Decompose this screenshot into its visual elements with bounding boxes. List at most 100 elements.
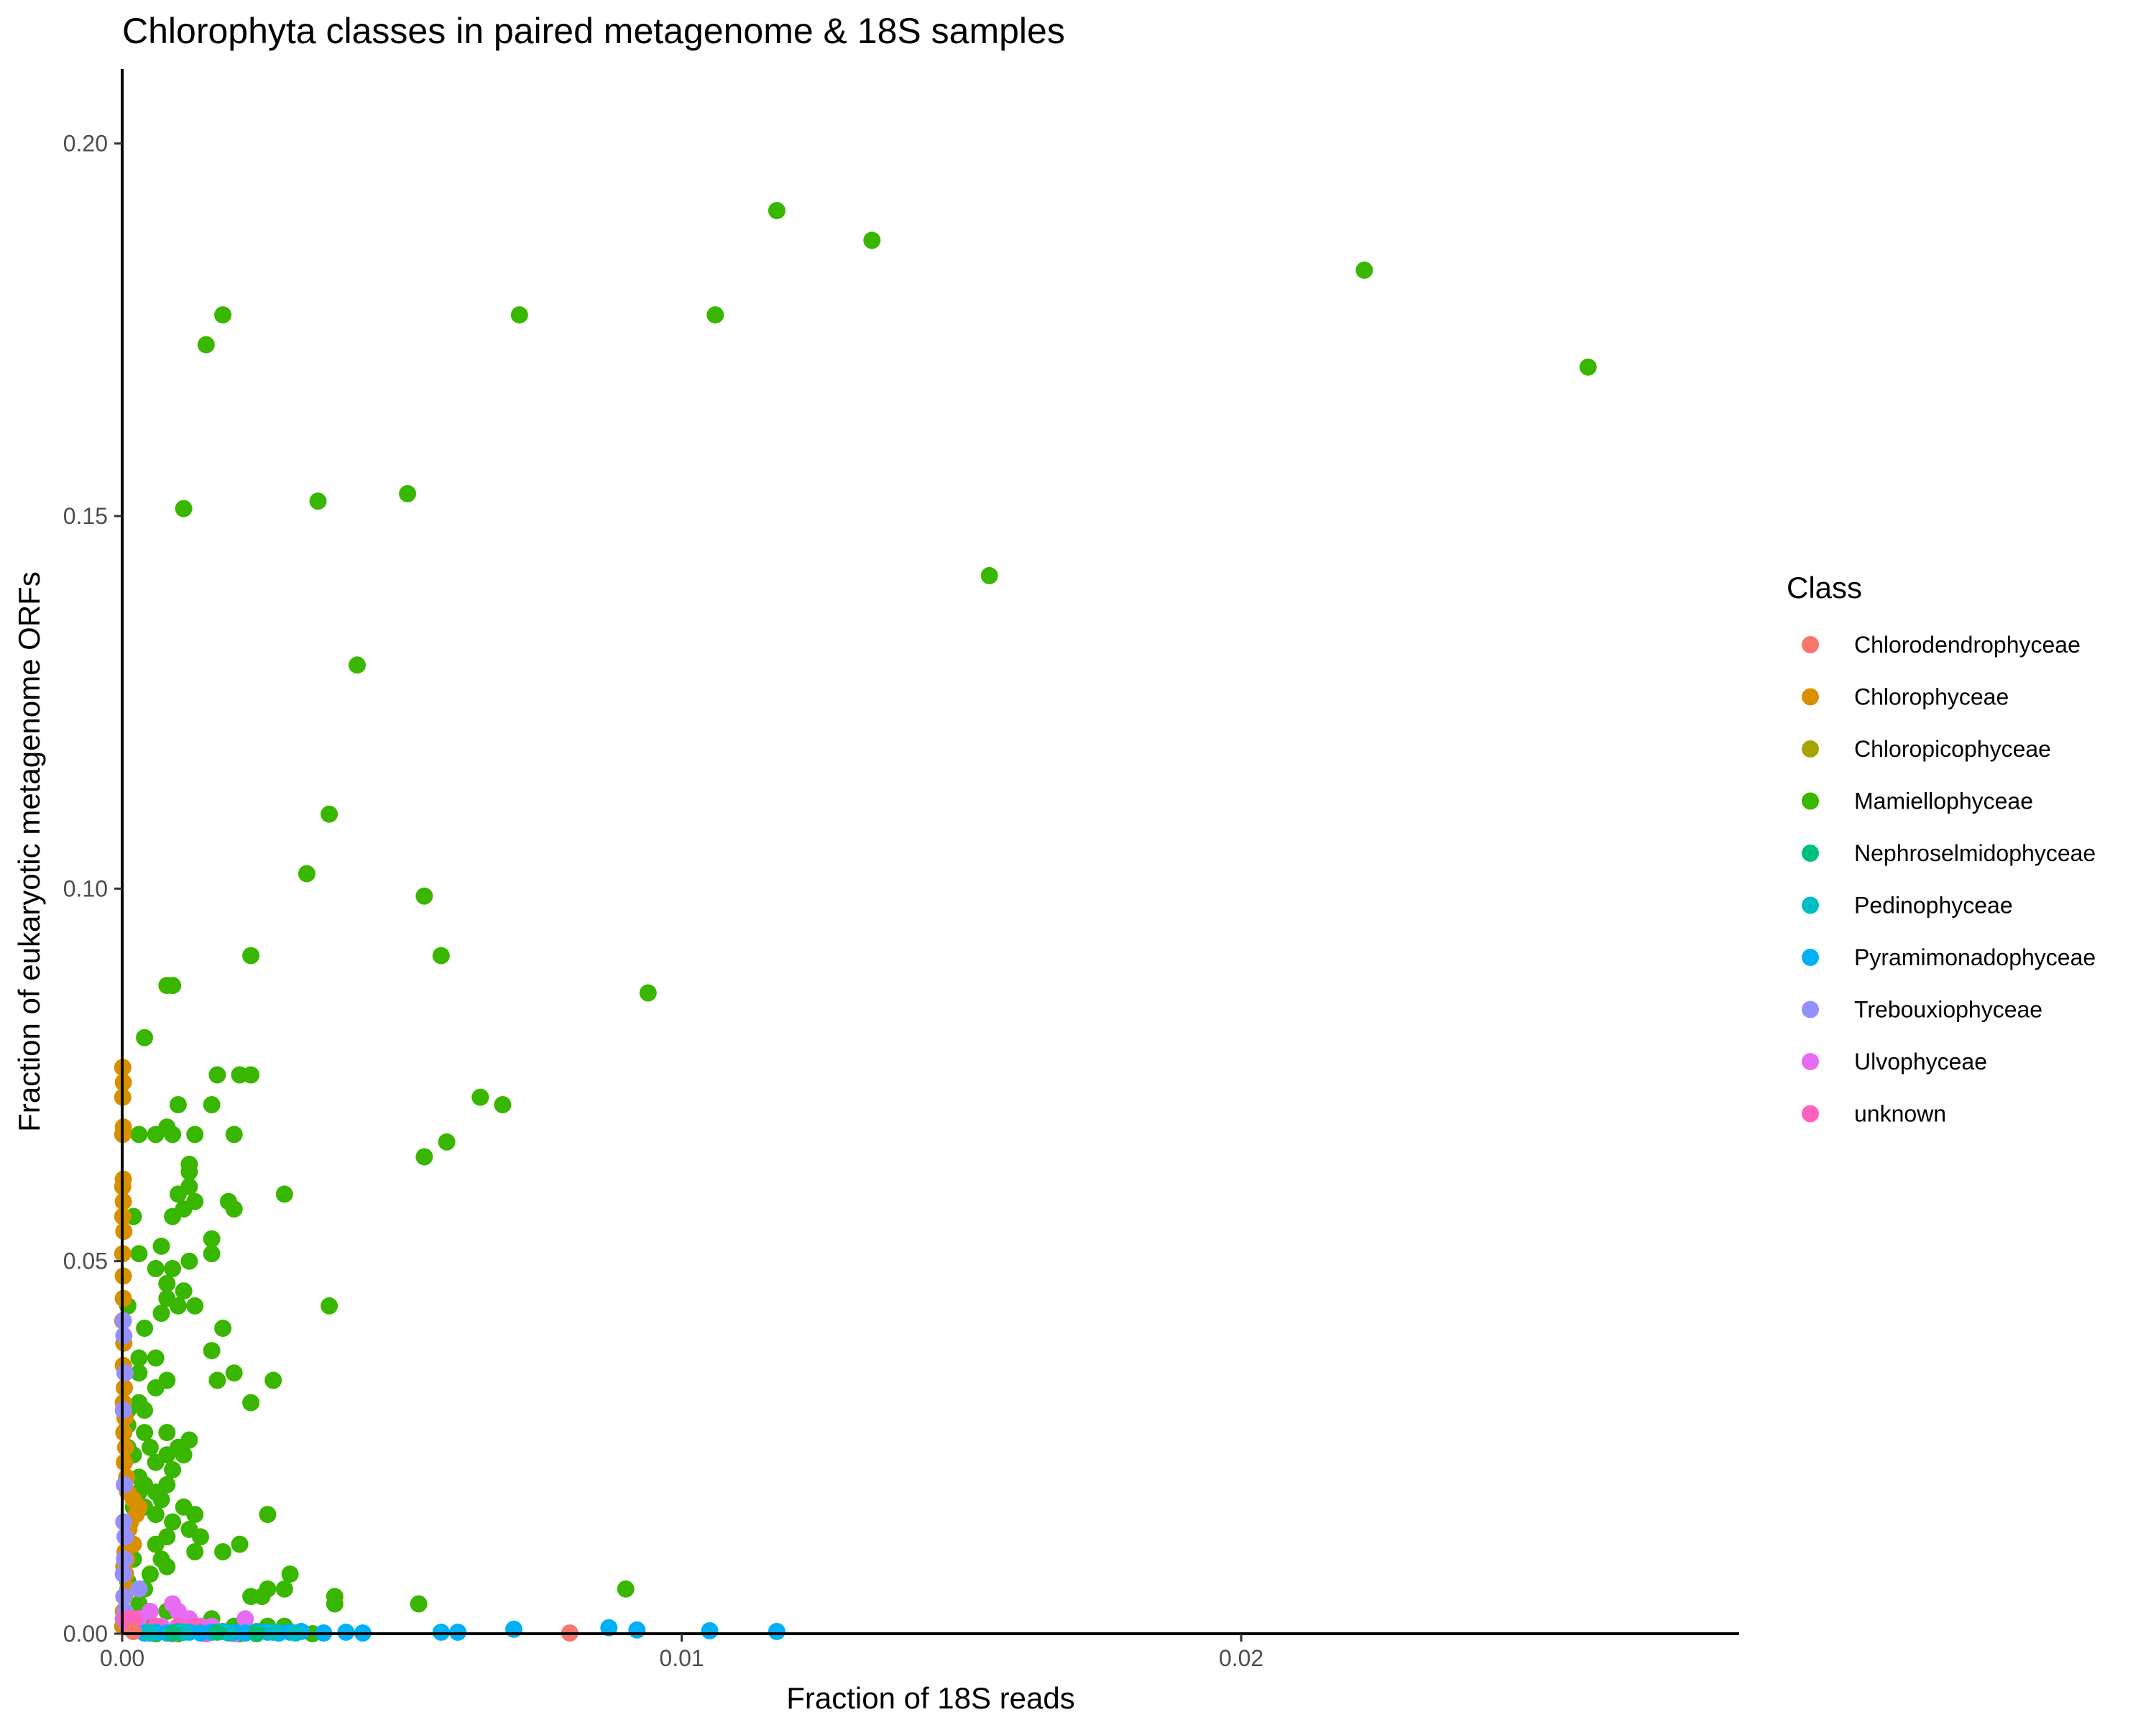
y-axis-ticks: 0.00 0.05 0.10 0.15 0.20	[63, 131, 122, 1647]
legend-label: Pyramimonadophyceae	[1854, 944, 2096, 970]
data-point	[141, 1438, 159, 1456]
data-point	[225, 1364, 243, 1382]
data-point	[136, 1402, 154, 1419]
data-point	[147, 1535, 165, 1553]
data-point	[136, 1029, 154, 1046]
data-point	[415, 887, 433, 905]
data-point	[208, 1371, 226, 1389]
data-point	[326, 1595, 344, 1613]
data-point	[432, 1623, 450, 1641]
y-tick-label: 0.15	[63, 503, 108, 529]
data-point	[124, 1610, 142, 1628]
data-point	[309, 492, 327, 510]
data-point	[706, 306, 724, 324]
data-point	[259, 1506, 277, 1524]
data-point	[130, 1364, 148, 1382]
data-point	[192, 1528, 209, 1546]
data-point	[214, 1543, 232, 1560]
data-point	[130, 1126, 148, 1144]
data-point	[225, 1126, 243, 1144]
data-point	[164, 1126, 182, 1144]
data-point	[253, 1588, 271, 1606]
x-tick-label: 0.00	[100, 1645, 144, 1671]
data-point	[186, 1543, 204, 1560]
legend-label: Chloropicophyceae	[1854, 736, 2051, 762]
data-point	[242, 1394, 260, 1412]
data-point	[152, 1237, 170, 1255]
data-point	[980, 566, 998, 584]
data-point	[617, 1580, 635, 1598]
data-point	[449, 1623, 467, 1641]
data-point	[186, 1297, 204, 1315]
data-point	[136, 1424, 154, 1442]
legend-key	[1802, 845, 1819, 862]
data-point	[242, 947, 260, 965]
data-point	[152, 1491, 170, 1509]
data-point	[337, 1623, 355, 1641]
data-point	[399, 484, 417, 502]
data-point	[231, 1535, 249, 1553]
data-point	[147, 1349, 165, 1367]
data-point	[147, 1379, 165, 1397]
data-point	[410, 1595, 428, 1613]
data-point	[136, 1320, 154, 1337]
legend-key	[1802, 1105, 1819, 1123]
data-point	[147, 1506, 165, 1524]
x-tick-label: 0.02	[1219, 1645, 1263, 1671]
legend-label: unknown	[1854, 1101, 1946, 1127]
data-point	[130, 1349, 148, 1367]
data-point	[214, 1320, 232, 1337]
legend-label: Mamiellophyceae	[1854, 788, 2033, 814]
data-point	[116, 1453, 134, 1471]
data-point	[242, 1066, 260, 1084]
data-point	[505, 1620, 522, 1638]
data-point	[186, 1506, 204, 1524]
data-point	[203, 1245, 221, 1263]
data-point	[124, 1622, 142, 1640]
data-point	[349, 656, 366, 674]
data-point	[115, 1588, 133, 1606]
data-point	[768, 1622, 786, 1640]
data-point	[164, 977, 182, 995]
x-axis-title: Fraction of 18S reads	[786, 1681, 1075, 1715]
data-point	[438, 1133, 456, 1151]
data-point	[203, 1342, 221, 1360]
data-point	[510, 306, 528, 324]
y-tick-label: 0.10	[63, 875, 108, 901]
data-point	[275, 1580, 293, 1598]
data-point	[164, 1260, 182, 1277]
legend-label: Trebouxiophyceae	[1854, 997, 2042, 1023]
x-axis-ticks: 0.00 0.01 0.02	[100, 1634, 1263, 1671]
y-tick-label: 0.00	[63, 1621, 108, 1647]
data-point	[175, 500, 193, 518]
data-point	[164, 1208, 182, 1225]
data-point	[321, 805, 338, 823]
data-point	[116, 1364, 134, 1382]
data-point	[147, 1126, 165, 1144]
legend-key	[1802, 949, 1819, 966]
data-point	[264, 1623, 282, 1641]
data-point	[236, 1610, 254, 1628]
data-point	[115, 1223, 133, 1241]
data-point	[208, 1623, 226, 1641]
data-point	[175, 1446, 193, 1464]
legend: Class Chlorodendrophyceae Chlorophyceae Ch…	[1787, 571, 2096, 1127]
legend-label: Chlorodendrophyceae	[1854, 632, 2081, 658]
data-point	[214, 306, 232, 324]
data-point	[116, 1476, 134, 1494]
legend-label: Chlorophyceae	[1854, 684, 2009, 710]
legend-title: Class	[1787, 571, 1862, 604]
data-point	[208, 1066, 226, 1084]
data-point	[275, 1185, 293, 1203]
data-point	[494, 1096, 512, 1113]
data-point	[203, 1230, 221, 1248]
data-point	[115, 1424, 133, 1442]
data-point	[264, 1371, 282, 1389]
y-tick-label: 0.20	[63, 131, 108, 157]
data-point	[701, 1622, 719, 1639]
data-point	[203, 1096, 221, 1113]
data-point	[600, 1619, 618, 1637]
data-point	[164, 1513, 182, 1531]
data-point	[158, 1424, 176, 1442]
y-tick-label: 0.05	[63, 1248, 108, 1274]
